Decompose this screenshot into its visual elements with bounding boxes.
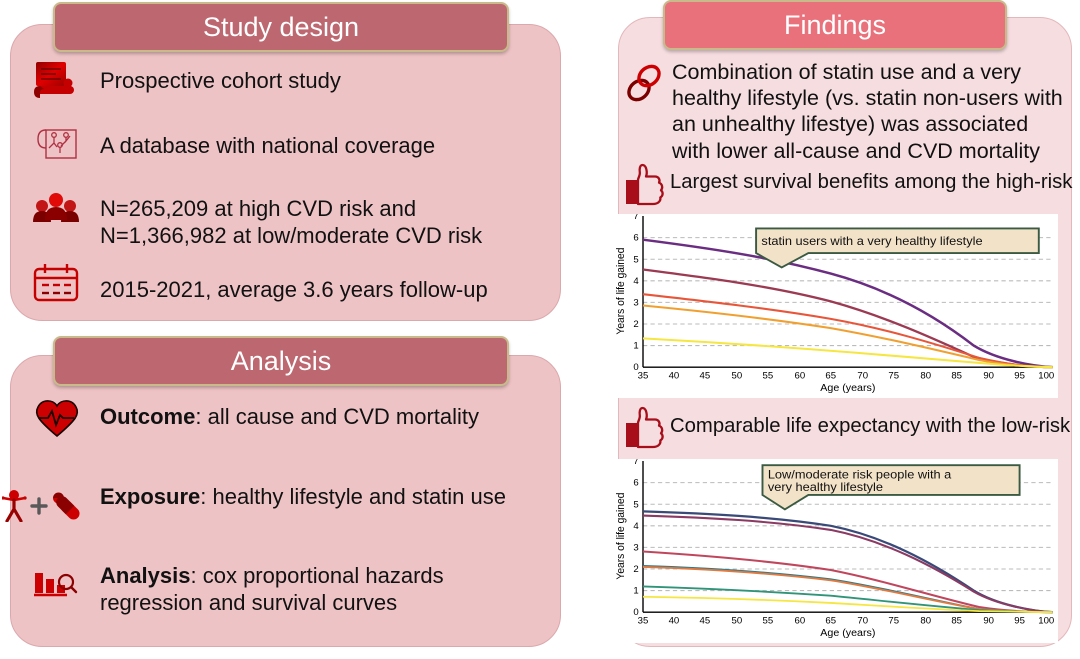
svg-text:45: 45 bbox=[700, 615, 711, 626]
svg-text:5: 5 bbox=[633, 498, 638, 509]
svg-text:40: 40 bbox=[669, 370, 680, 381]
svg-text:7: 7 bbox=[633, 459, 638, 466]
svg-text:4: 4 bbox=[633, 275, 638, 286]
svg-text:5: 5 bbox=[633, 253, 638, 264]
svg-text:7: 7 bbox=[633, 214, 638, 221]
svg-text:60: 60 bbox=[794, 370, 805, 381]
svg-text:55: 55 bbox=[762, 615, 773, 626]
svg-text:Years of life gained: Years of life gained bbox=[616, 247, 627, 334]
svg-text:3: 3 bbox=[633, 297, 638, 308]
svg-text:6: 6 bbox=[633, 477, 638, 488]
svg-text:55: 55 bbox=[762, 370, 773, 381]
svg-text:50: 50 bbox=[732, 370, 743, 381]
svg-text:statin users with a very healt: statin users with a very healthy lifesty… bbox=[761, 234, 982, 248]
svg-text:2: 2 bbox=[633, 318, 638, 329]
svg-text:80: 80 bbox=[920, 615, 931, 626]
svg-text:80: 80 bbox=[920, 370, 931, 381]
svg-text:35: 35 bbox=[638, 615, 649, 626]
svg-text:2: 2 bbox=[633, 563, 638, 574]
svg-text:100: 100 bbox=[1038, 370, 1054, 381]
svg-text:85: 85 bbox=[951, 615, 962, 626]
svg-text:85: 85 bbox=[951, 370, 962, 381]
svg-text:65: 65 bbox=[825, 615, 836, 626]
svg-text:90: 90 bbox=[983, 370, 994, 381]
svg-text:Age (years): Age (years) bbox=[820, 628, 875, 639]
svg-text:1: 1 bbox=[633, 340, 638, 351]
svg-text:75: 75 bbox=[888, 370, 899, 381]
svg-text:very healthy lifestyle: very healthy lifestyle bbox=[768, 480, 883, 494]
svg-text:1: 1 bbox=[633, 585, 638, 596]
svg-text:95: 95 bbox=[1014, 615, 1025, 626]
svg-text:4: 4 bbox=[633, 520, 638, 531]
svg-text:Years of life gained: Years of life gained bbox=[616, 492, 627, 579]
svg-text:100: 100 bbox=[1038, 615, 1054, 626]
svg-text:Age (years): Age (years) bbox=[820, 383, 875, 394]
svg-text:95: 95 bbox=[1014, 370, 1025, 381]
svg-text:45: 45 bbox=[700, 370, 711, 381]
svg-text:70: 70 bbox=[857, 370, 868, 381]
svg-text:65: 65 bbox=[825, 370, 836, 381]
svg-text:60: 60 bbox=[794, 615, 805, 626]
svg-text:90: 90 bbox=[983, 615, 994, 626]
svg-text:3: 3 bbox=[633, 542, 638, 553]
svg-text:6: 6 bbox=[633, 232, 638, 243]
svg-text:50: 50 bbox=[732, 615, 743, 626]
svg-text:40: 40 bbox=[669, 615, 680, 626]
svg-text:35: 35 bbox=[638, 370, 649, 381]
svg-text:70: 70 bbox=[857, 615, 868, 626]
svg-text:75: 75 bbox=[888, 615, 899, 626]
